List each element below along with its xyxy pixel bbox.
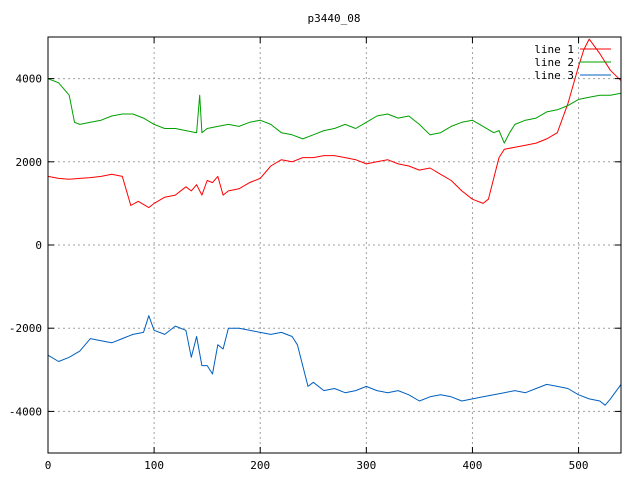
y-tick-label: 4000	[16, 73, 43, 86]
chart-title: p3440_08	[308, 12, 361, 25]
x-tick-label: 300	[356, 459, 376, 472]
legend-label-1: line 1	[534, 43, 574, 56]
x-tick-label: 400	[463, 459, 483, 472]
axis-ticks: 0 100 200 300 400 500 -4000 -2000 0 2000 4000	[9, 37, 621, 472]
x-tick-label: 500	[569, 459, 589, 472]
legend-label-2: line 2	[534, 56, 574, 69]
legend-label-3: line 3	[534, 69, 574, 82]
y-tick-label: -4000	[9, 405, 42, 418]
series-lines	[47, 38, 622, 406]
x-tick-label: 0	[45, 459, 52, 472]
series-line-2	[47, 78, 622, 144]
x-tick-label: 100	[144, 459, 164, 472]
series-line-3	[47, 315, 622, 406]
grid-lines	[48, 37, 621, 453]
y-tick-label: -2000	[9, 322, 42, 335]
x-tick-label: 200	[250, 459, 270, 472]
y-tick-label: 2000	[16, 156, 43, 169]
series-line-1	[47, 38, 622, 209]
y-tick-label: 0	[35, 239, 42, 252]
